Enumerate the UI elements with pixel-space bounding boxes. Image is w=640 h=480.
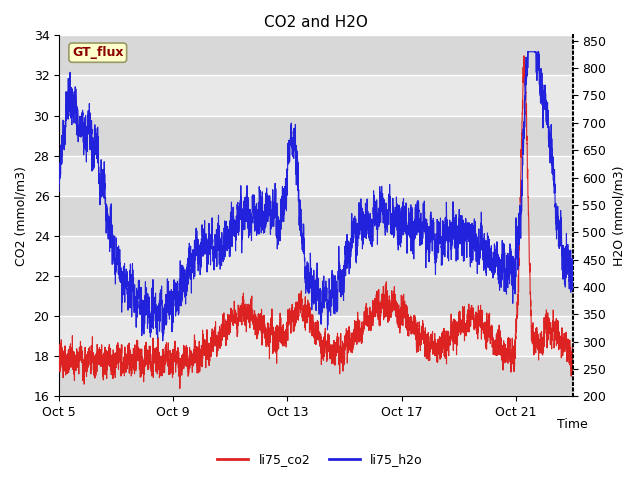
Bar — [59, 75, 573, 116]
Y-axis label: CO2 (mmol/m3): CO2 (mmol/m3) — [15, 166, 28, 266]
Bar — [59, 116, 573, 156]
Bar — [59, 156, 573, 196]
Bar — [59, 236, 573, 276]
Legend: li75_co2, li75_h2o: li75_co2, li75_h2o — [212, 448, 428, 471]
Text: GT_flux: GT_flux — [72, 46, 124, 59]
Y-axis label: H2O (mmol/m3): H2O (mmol/m3) — [612, 166, 625, 266]
Bar — [59, 36, 573, 75]
Bar — [59, 356, 573, 396]
X-axis label: Time: Time — [557, 418, 588, 431]
Bar — [59, 316, 573, 356]
Bar — [59, 276, 573, 316]
Title: CO2 and H2O: CO2 and H2O — [264, 15, 368, 30]
Bar — [59, 196, 573, 236]
